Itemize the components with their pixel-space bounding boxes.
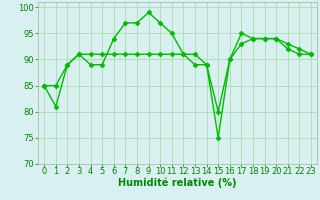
X-axis label: Humidité relative (%): Humidité relative (%) (118, 177, 237, 188)
